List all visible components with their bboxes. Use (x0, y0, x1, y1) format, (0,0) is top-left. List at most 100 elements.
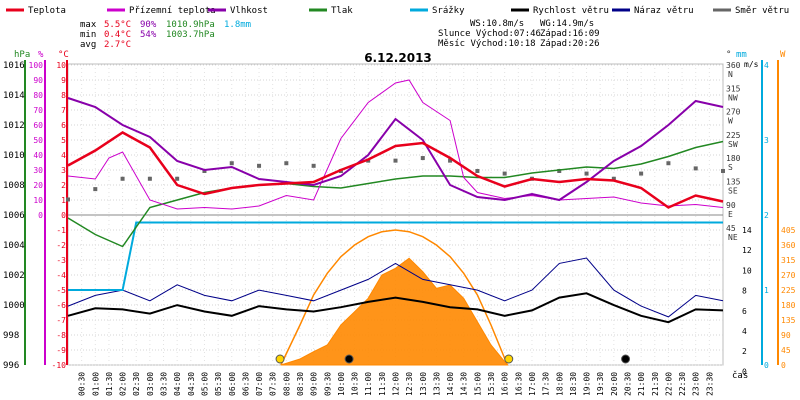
tick-hpa: 1008 (3, 181, 25, 191)
tick-pct: 10 (33, 196, 43, 205)
tick-mm: 4 (764, 61, 769, 70)
tick-x: 21:00 (637, 372, 646, 396)
tick-hpa: 1014 (3, 91, 25, 101)
tick-x: 19:30 (596, 372, 605, 396)
stat-humidity: 90% (140, 20, 157, 30)
tick-celsius: 3 (61, 166, 66, 175)
legend-label: Náraz větru (634, 6, 694, 16)
tick-pct: 30 (33, 166, 43, 175)
tick-pct: 40 (33, 151, 43, 160)
tick-x: 13:00 (419, 372, 428, 396)
series-wind (67, 292, 724, 324)
tick-wm2: 225 (781, 286, 796, 295)
series-humidity (67, 97, 724, 202)
tick-celsius: -10 (52, 361, 67, 370)
tick-hpa: 1000 (3, 301, 25, 311)
tick-deg: 360 (726, 61, 741, 70)
tick-x: 23:00 (692, 372, 701, 396)
tick-celsius: 1 (61, 196, 66, 205)
tick-x: 14:00 (446, 372, 455, 396)
tick-pct: 70 (33, 106, 43, 115)
wind-dir-point (448, 158, 453, 163)
legend-label: Rychlost větru (533, 6, 609, 16)
wind-dir-point (311, 163, 316, 168)
legend-label: Přízemní teplota (129, 6, 216, 16)
tick-deg: 270 (726, 108, 741, 117)
legend-label: Vlhkost (230, 6, 268, 16)
wind-dir-point (284, 161, 289, 166)
tick-wm2: 360 (781, 241, 796, 250)
axis-title-mm: mm (736, 50, 747, 60)
wind-dir-point (175, 176, 180, 181)
series-rain (68, 221, 723, 291)
tick-celsius: 4 (61, 151, 66, 160)
tick-x: 07:30 (269, 372, 278, 396)
tick-x: 11:00 (364, 372, 373, 396)
tick-ms: 0 (742, 367, 747, 376)
tick-x: 23:30 (705, 372, 714, 396)
tick-hpa: 1006 (3, 211, 25, 221)
series-solar-max (280, 229, 509, 366)
tick-pct: 0 (38, 211, 43, 220)
tick-x: 12:30 (405, 372, 414, 396)
tick-dir: E (728, 210, 733, 219)
tick-x: 01:00 (91, 372, 100, 396)
tick-mm: 2 (764, 211, 769, 220)
stat-temp: 0.4°C (104, 30, 131, 40)
tick-celsius: -3 (56, 256, 66, 265)
axis-title-deg: ° (726, 50, 731, 60)
tick-x: 20:00 (610, 372, 619, 396)
tick-x: 19:00 (583, 372, 592, 396)
tick-x: 03:00 (146, 372, 155, 396)
series-pressure (67, 140, 724, 248)
wind-dir-point (584, 171, 589, 176)
info-sun-rise: Slunce Východ:07:46 (438, 29, 541, 39)
wind-dir-point (611, 176, 616, 181)
marker-sunrise (275, 354, 285, 364)
tick-x: 12:00 (392, 372, 401, 396)
tick-celsius: 5 (61, 136, 66, 145)
wind-dir-point (721, 168, 725, 173)
stat-temp: 2.7°C (104, 40, 131, 50)
tick-x: 00:30 (78, 372, 87, 396)
wind-dir-point (639, 171, 644, 176)
tick-deg: 315 (726, 84, 741, 93)
wind-dir-point (557, 168, 562, 173)
tick-pct: 90 (33, 76, 43, 85)
tick-x: 09:30 (323, 372, 332, 396)
wind-dir-point (147, 176, 152, 181)
wind-dir-point (693, 166, 698, 171)
tick-x: 21:30 (651, 372, 660, 396)
tick-deg: 135 (726, 178, 741, 187)
tick-x: 15:00 (473, 372, 482, 396)
tick-x: 08:00 (282, 372, 291, 396)
tick-ms: 14 (742, 226, 752, 235)
tick-x: 22:00 (664, 372, 673, 396)
tick-x: 18:00 (555, 372, 564, 396)
tick-celsius: 7 (61, 106, 66, 115)
tick-deg: 180 (726, 154, 741, 163)
tick-x: 16:30 (514, 372, 523, 396)
tick-x: 06:30 (241, 372, 250, 396)
series-solar-area (280, 257, 509, 366)
tick-deg: 225 (726, 131, 741, 140)
tick-hpa: 1016 (3, 61, 25, 71)
tick-hpa: 998 (3, 331, 19, 341)
tick-x: 01:30 (105, 372, 114, 396)
axis-title-ms: m/s (744, 60, 759, 69)
tick-x: 17:30 (542, 372, 551, 396)
tick-celsius: -7 (56, 316, 66, 325)
wind-dir-point (666, 161, 671, 166)
stat-temp: 5.5°C (104, 20, 131, 30)
tick-wm2: 0 (781, 361, 786, 370)
axis-title-celsius: °C (58, 50, 69, 60)
tick-mm: 0 (764, 361, 769, 370)
wind-dir-point (257, 163, 262, 168)
tick-dir: SE (728, 187, 738, 196)
wind-dir-point (420, 156, 425, 161)
wind-dir-point (66, 197, 70, 202)
tick-celsius: -4 (56, 271, 66, 280)
tick-mm: 3 (764, 136, 769, 145)
tick-x: 05:00 (200, 372, 209, 396)
